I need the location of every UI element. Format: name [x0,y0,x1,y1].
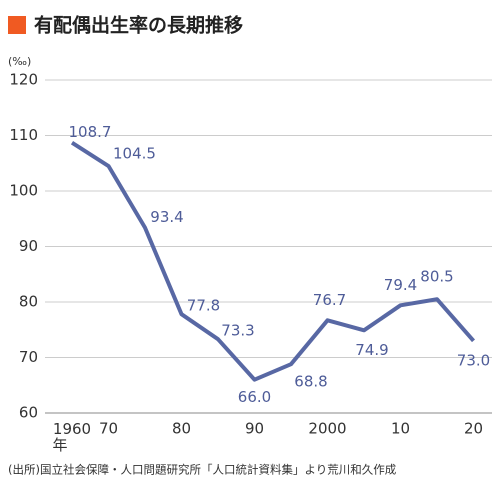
data-label: 74.9 [355,341,388,359]
y-tick-label: 100 [9,182,38,200]
data-label: 77.8 [187,297,220,315]
data-label: 80.5 [420,268,453,286]
data-label: 68.8 [294,373,327,391]
x-tick-label: 2000 [308,420,346,438]
line [70,141,476,382]
data-label: 108.7 [69,123,112,141]
x-tick-label: 10 [391,420,410,438]
y-tick-label: 120 [9,71,38,89]
y-tick-label: 110 [9,126,38,144]
data-label: 104.5 [113,145,156,163]
x-tick-label: 70 [99,420,118,438]
data-label: 73.0 [457,351,490,369]
data-label: 76.7 [313,291,346,309]
title-marker [8,16,26,34]
y-tick-label: 70 [19,348,38,366]
y-tick-label: 80 [19,293,38,311]
data-label: 93.4 [150,208,183,226]
x-tick-label: 20 [464,420,483,438]
x-tick-label: 1960 年 [52,420,91,454]
data-label: 79.4 [384,276,417,294]
x-tick-label: 90 [245,420,264,438]
source-note: (出所)国立社会保障・人口問題研究所「人口統計資料集」より荒川和久作成 [8,463,397,477]
x-tick-label-part: 年 [52,436,67,454]
data-label: 73.3 [221,322,254,340]
data-label: 66.0 [238,388,271,406]
y-unit: (‰) [8,55,31,68]
chart-title: 有配偶出生率の長期推移 [34,14,243,37]
y-tick-label: 90 [19,237,38,255]
y-tick-label: 60 [19,404,38,422]
x-tick-label: 80 [172,420,191,438]
x-tick-label-part: 1960 [53,420,91,438]
